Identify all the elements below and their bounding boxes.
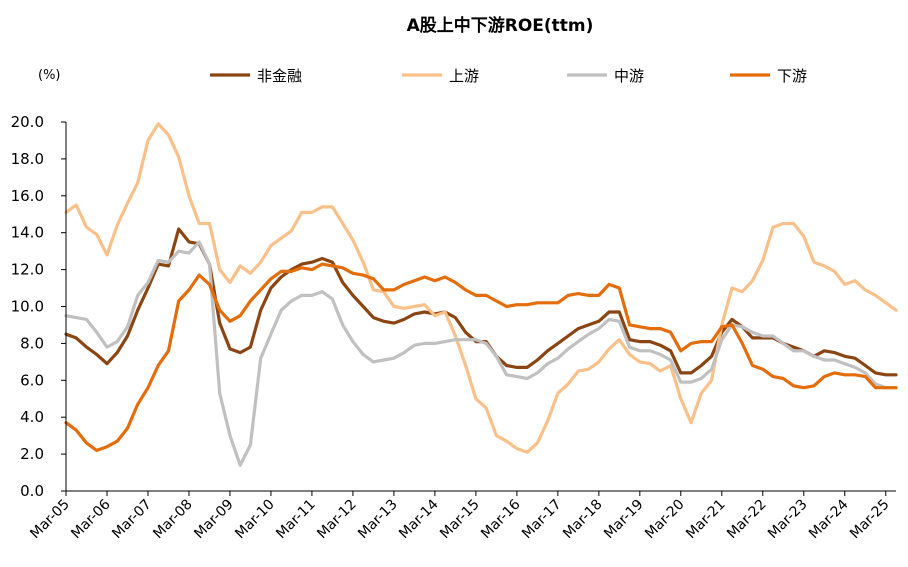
x-tick-label: Mar-16 <box>478 496 524 542</box>
x-tick-label: Mar-14 <box>396 496 442 542</box>
x-axis-ticks: Mar-05Mar-06Mar-07Mar-08Mar-09Mar-10Mar-… <box>27 491 893 543</box>
x-tick-label: Mar-21 <box>683 497 729 543</box>
y-tick-label: 10.0 <box>11 298 44 316</box>
x-tick-label: Mar-15 <box>437 497 483 543</box>
y-tick-label: 14.0 <box>11 224 44 242</box>
x-tick-label: Mar-18 <box>560 497 606 543</box>
x-tick-label: Mar-20 <box>642 497 688 543</box>
x-tick-label: Mar-07 <box>109 497 155 543</box>
x-tick-label: Mar-25 <box>847 497 893 543</box>
chart-title: A股上中下游ROE(ttm) <box>407 15 594 36</box>
x-tick-label: Mar-17 <box>519 497 565 543</box>
y-tick-label: 4.0 <box>20 408 44 426</box>
y-tick-label: 16.0 <box>11 187 44 205</box>
y-axis-ticks: 0.0 2.0 4.0 6.0 8.0 10.0 12.0 14.0 16.0 18.0 20.0 <box>11 113 66 500</box>
x-tick-label: Mar-23 <box>765 497 811 543</box>
x-tick-label: Mar-10 <box>232 497 278 543</box>
x-tick-label: Mar-13 <box>355 497 401 543</box>
y-tick-label: 0.0 <box>20 482 44 500</box>
series-line-3 <box>64 262 898 452</box>
legend: 非金融 上游 中游 下游 <box>210 67 807 85</box>
series-lines <box>64 122 898 467</box>
y-tick-label: 18.0 <box>11 150 44 168</box>
y-tick-label: 20.0 <box>11 113 44 131</box>
x-tick-label: Mar-22 <box>724 497 770 543</box>
x-tick-label: Mar-05 <box>27 497 73 543</box>
x-tick-label: Mar-09 <box>191 497 237 543</box>
x-tick-label: Mar-11 <box>273 497 319 543</box>
y-unit-label: (%) <box>38 68 61 83</box>
x-tick-label: Mar-06 <box>68 496 114 542</box>
x-tick-label: Mar-12 <box>314 497 360 543</box>
legend-label: 下游 <box>777 67 807 85</box>
x-tick-label: Mar-08 <box>150 497 196 543</box>
x-tick-label: Mar-19 <box>601 497 647 543</box>
y-tick-label: 2.0 <box>20 445 44 463</box>
y-tick-label: 12.0 <box>11 261 44 279</box>
y-tick-label: 8.0 <box>20 334 44 352</box>
y-tick-label: 6.0 <box>20 371 44 389</box>
legend-label: 上游 <box>449 67 479 85</box>
series-line-1 <box>64 122 898 454</box>
legend-label: 非金融 <box>257 67 302 85</box>
legend-label: 中游 <box>614 67 644 85</box>
x-tick-label: Mar-24 <box>806 496 852 542</box>
series-line-2 <box>64 240 898 467</box>
